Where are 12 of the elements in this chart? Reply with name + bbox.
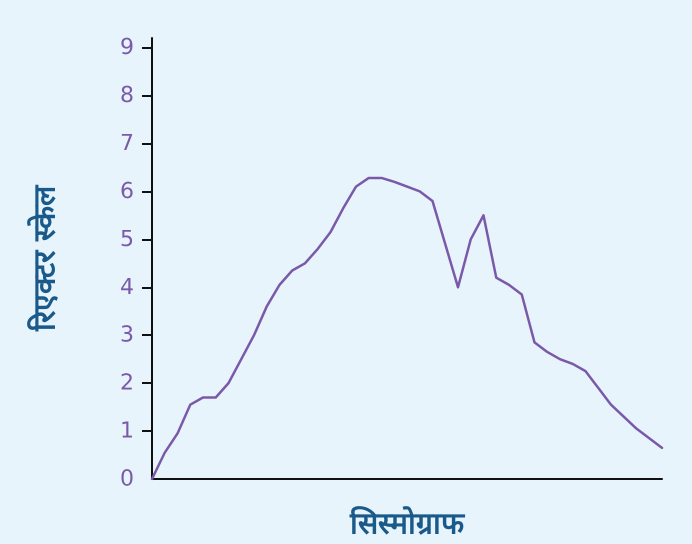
y-tick-label: 0 — [120, 466, 134, 492]
y-tick-label: 3 — [120, 322, 134, 348]
y-axis-title: रिएक्टर स्केल — [26, 184, 62, 332]
y-tick-label: 6 — [120, 178, 134, 204]
y-tick-label: 2 — [120, 370, 134, 396]
y-tick-label: 5 — [120, 226, 134, 252]
y-tick-label: 9 — [120, 35, 134, 60]
y-tick-label: 1 — [120, 418, 134, 444]
y-tick-label: 7 — [120, 130, 134, 156]
y-tick-label: 8 — [120, 83, 134, 108]
y-tick-label: 4 — [120, 274, 134, 300]
x-axis-title: सिस्मोग्राफ — [349, 506, 466, 542]
